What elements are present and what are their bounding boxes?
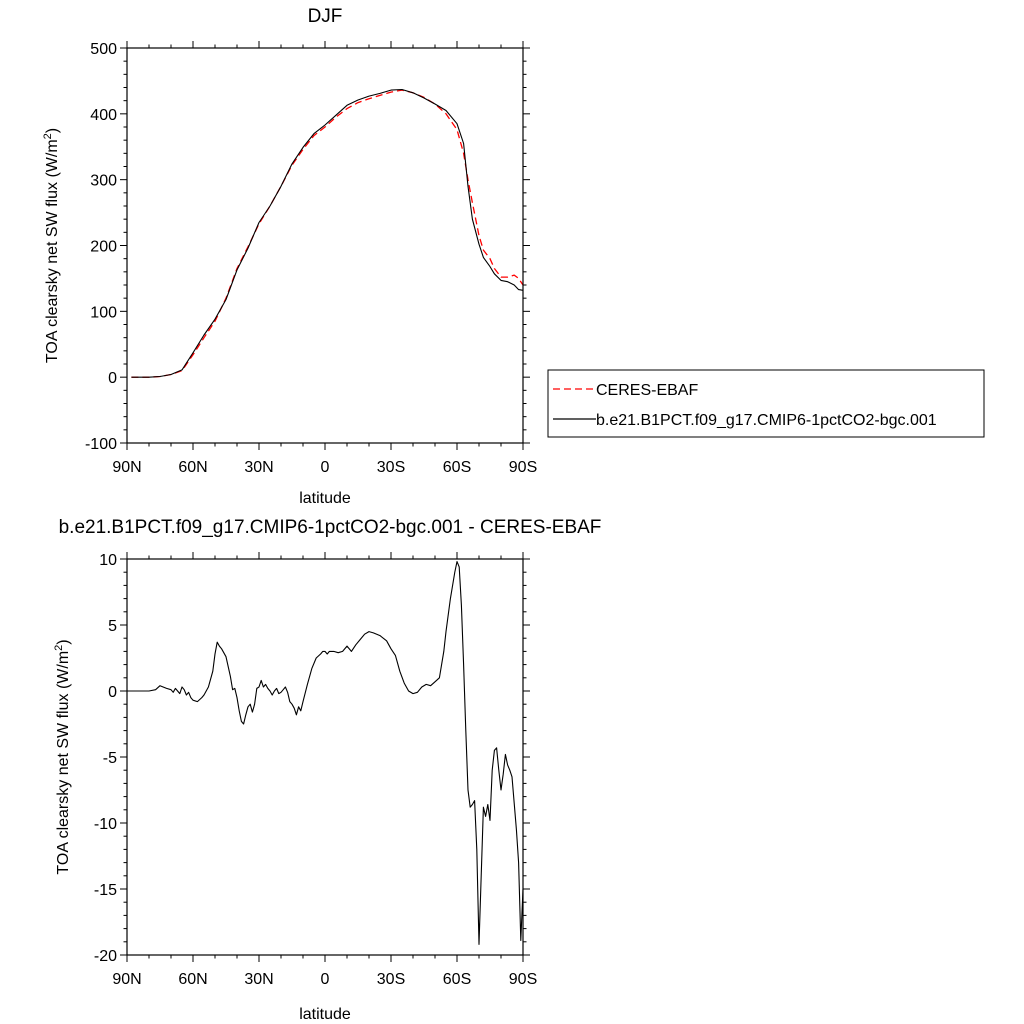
y-tick-label: -10	[94, 816, 117, 833]
y-tick-label: 500	[90, 41, 117, 58]
y-tick-label: 200	[90, 239, 117, 256]
x-tick-label: 90N	[112, 459, 141, 476]
y-tick-label: -15	[94, 882, 117, 899]
y-axis-label: TOA clearsky net SW flux (W/m2)	[53, 639, 72, 874]
y-tick-label: 0	[108, 684, 117, 701]
series-line-difference	[127, 561, 524, 945]
y-axis-label: TOA clearsky net SW flux (W/m2)	[42, 128, 61, 363]
y-tick-label: 100	[90, 304, 117, 321]
x-tick-label: 60S	[443, 971, 471, 988]
y-tick-label: -20	[94, 948, 117, 965]
x-axis-label: latitude	[299, 490, 351, 507]
chart-2: b.e21.B1PCT.f09_g17.CMIP6-1pctCO2-bgc.00…	[53, 517, 601, 1023]
x-tick-label: 30S	[377, 459, 405, 476]
y-tick-label: 5	[108, 618, 117, 635]
y-tick-label: 300	[90, 173, 117, 190]
chart-title: DJF	[308, 6, 343, 27]
x-axis-label: latitude	[299, 1006, 351, 1023]
legend-box	[547, 369, 985, 438]
plot-frame	[126, 558, 524, 956]
x-tick-label: 30N	[244, 971, 273, 988]
legend-label: b.e21.B1PCT.f09_g17.CMIP6-1pctCO2-bgc.00…	[596, 412, 937, 429]
series-line-b-e21-b1pct-f09-g17-cmip6-1pctco2-bgc-001	[131, 88, 524, 378]
y-tick-label: -5	[103, 750, 117, 767]
x-tick-label: 60N	[178, 459, 207, 476]
x-tick-label: 90S	[509, 459, 537, 476]
x-tick-label: 0	[321, 971, 330, 988]
chart-1: DJF 500 400 300 200 100 0 -100 90N 60N 30N 0 30S 60S 9…	[42, 6, 537, 507]
y-tick-label: 0	[108, 370, 117, 387]
legend-label: CERES-EBAF	[596, 382, 698, 399]
x-tick-label: 30N	[244, 459, 273, 476]
x-tick-label: 90N	[112, 971, 141, 988]
y-tick-label: 400	[90, 107, 117, 124]
legend: CERES-EBAF b.e21.B1PCT.f09_g17.CMIP6-1pct…	[547, 369, 985, 438]
series-line-ceres-ebaf	[131, 89, 524, 378]
x-tick-label: 0	[321, 459, 330, 476]
chart-title: b.e21.B1PCT.f09_g17.CMIP6-1pctCO2-bgc.00…	[59, 517, 602, 538]
y-tick-label: -100	[85, 436, 117, 453]
x-tick-label: 90S	[509, 971, 537, 988]
x-tick-label: 30S	[377, 971, 405, 988]
plot-frame	[126, 47, 524, 444]
x-tick-label: 60N	[178, 971, 207, 988]
y-tick-label: 10	[99, 552, 117, 569]
x-tick-label: 60S	[443, 459, 471, 476]
